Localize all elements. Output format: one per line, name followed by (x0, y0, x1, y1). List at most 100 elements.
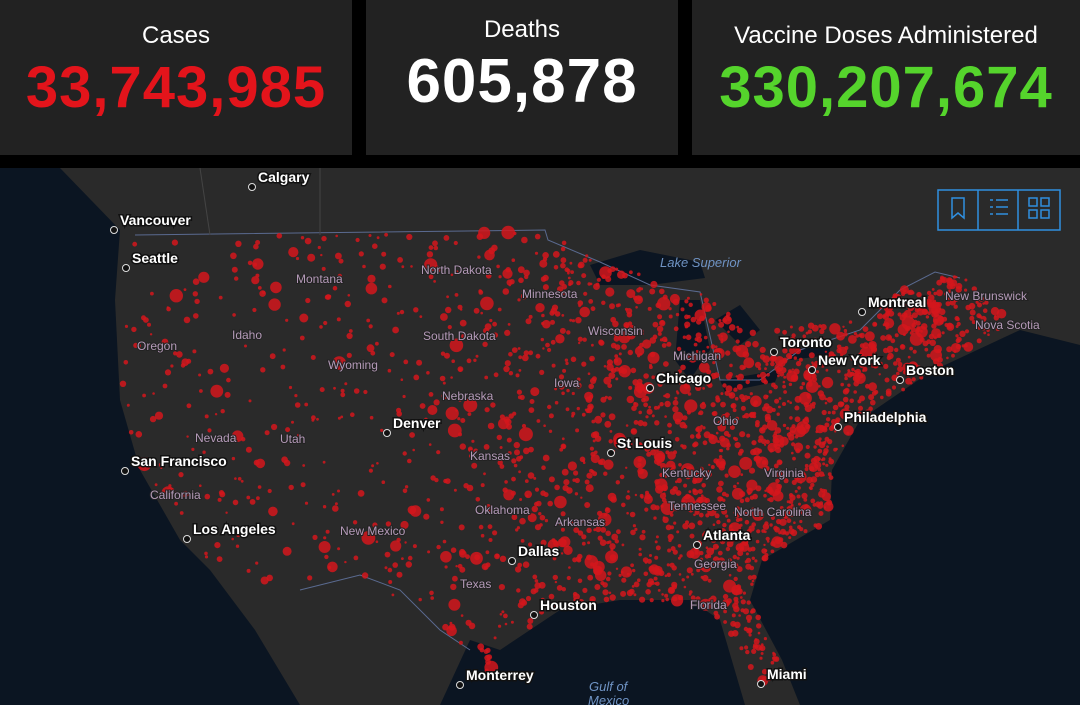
case-dot (535, 303, 545, 313)
case-dot (471, 439, 475, 443)
case-dot (401, 265, 405, 269)
case-dot (735, 517, 741, 523)
bookmark-button[interactable] (951, 197, 965, 220)
city-label: Chicago (656, 370, 711, 386)
case-dot (801, 508, 805, 512)
case-dot (688, 302, 693, 307)
case-dot (708, 463, 711, 467)
case-dot (625, 424, 629, 427)
case-dot (690, 551, 694, 555)
case-dot (389, 352, 395, 358)
case-dot (528, 314, 533, 319)
case-dot (483, 565, 488, 570)
case-dot (355, 237, 360, 243)
case-dot (440, 313, 448, 321)
case-dot (605, 276, 612, 283)
case-dot (664, 400, 671, 408)
case-dot (969, 315, 975, 321)
case-dot (346, 352, 352, 358)
case-dot (447, 325, 452, 330)
case-dot (478, 290, 484, 295)
case-dot (778, 338, 782, 341)
case-dot (718, 332, 728, 342)
case-dot (688, 490, 692, 494)
case-dot (946, 277, 953, 284)
case-dot (534, 487, 540, 492)
case-dot (765, 439, 770, 445)
case-dot (760, 438, 767, 445)
case-dot (567, 276, 571, 280)
case-dot (370, 350, 376, 356)
case-dot (561, 314, 565, 317)
case-dot (632, 524, 637, 528)
case-dot (773, 384, 778, 390)
case-dot (344, 300, 351, 308)
case-dot (804, 416, 809, 421)
city-marker (183, 535, 191, 543)
case-dot (810, 457, 818, 464)
case-dot (519, 517, 526, 525)
case-dot (294, 394, 298, 398)
case-dot (524, 490, 532, 499)
case-dot (708, 533, 715, 541)
case-dot (953, 350, 957, 353)
toolbar (937, 189, 1061, 231)
case-dot (697, 431, 701, 435)
case-dot (831, 418, 837, 425)
case-dot (225, 511, 228, 514)
case-dot (664, 338, 668, 342)
legend-button[interactable] (990, 199, 1008, 215)
city-marker (121, 467, 129, 475)
case-dot (759, 354, 766, 360)
case-dot (453, 240, 458, 246)
case-dot (252, 258, 264, 270)
case-dot (246, 568, 251, 573)
case-dot (509, 279, 515, 285)
case-dot (868, 382, 877, 392)
case-dot (678, 573, 682, 576)
case-dot (285, 427, 291, 433)
case-dot (543, 492, 549, 498)
case-dot (723, 420, 727, 424)
case-dot (781, 472, 787, 479)
case-dot (731, 630, 739, 637)
case-dot (734, 511, 741, 518)
case-dot (654, 375, 658, 378)
case-dot (852, 372, 857, 376)
case-dot (216, 556, 223, 562)
case-dot (821, 376, 834, 389)
case-dot (751, 574, 757, 580)
case-dot (736, 547, 739, 551)
case-dot (788, 369, 792, 374)
city-marker (248, 183, 256, 191)
case-dot (525, 595, 532, 602)
case-dot (585, 254, 589, 258)
case-dot (655, 535, 659, 539)
case-dot (534, 251, 539, 255)
case-dot (788, 525, 793, 530)
case-dot (484, 375, 489, 380)
case-dot (517, 602, 524, 609)
case-dot (566, 487, 573, 494)
case-dot (402, 451, 407, 456)
case-dot (325, 529, 330, 534)
case-dot (340, 415, 344, 419)
case-dot (679, 383, 691, 395)
case-dot (477, 255, 481, 259)
case-dot (532, 574, 538, 580)
case-dot (448, 598, 461, 611)
case-dot (952, 275, 957, 279)
basemap-button[interactable] (1028, 197, 1050, 219)
case-dot (615, 267, 619, 271)
case-dot (615, 377, 619, 381)
case-dot (917, 306, 922, 312)
case-dot (587, 541, 591, 545)
case-dot (137, 457, 152, 472)
case-dot (554, 400, 559, 405)
case-dot (572, 478, 576, 482)
case-dot (539, 259, 548, 268)
case-dot (787, 400, 790, 403)
case-dot (824, 350, 828, 353)
